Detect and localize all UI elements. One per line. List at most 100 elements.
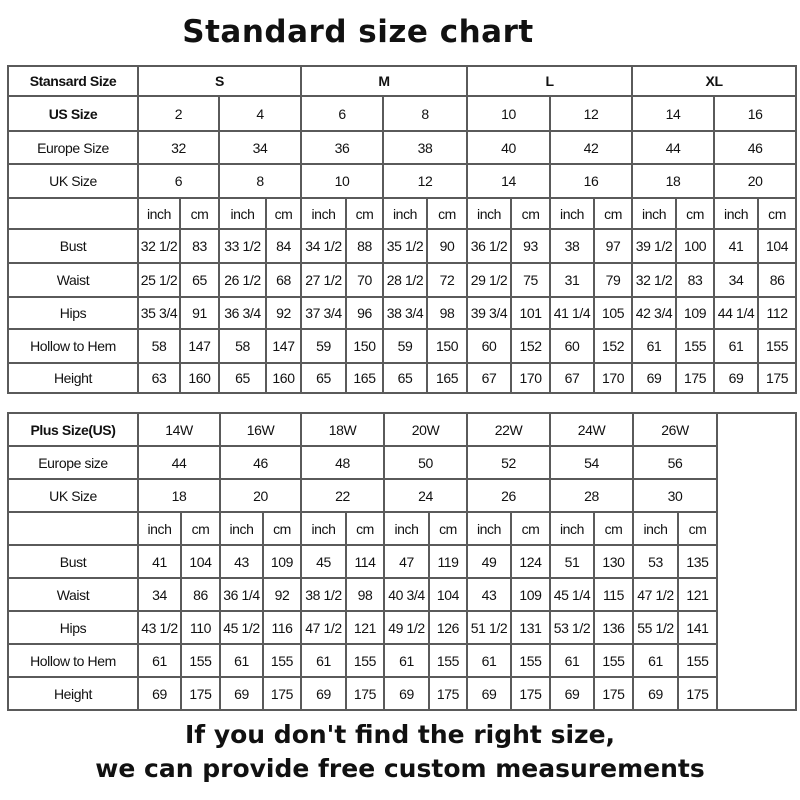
measurement-value: 63 <box>137 362 181 394</box>
measurement-value: 175 <box>593 676 634 711</box>
units-label-empty <box>7 511 139 546</box>
measurement-row-height: Height 63 160 65 160 65 165 65 165 67 170 67 170 69 17… <box>7 362 798 394</box>
uk-size-value: 16 <box>549 163 634 199</box>
unit-inch: inch <box>466 511 512 546</box>
measurement-value: 135 <box>677 544 718 579</box>
measurement-value: 32 1/2 <box>631 262 678 298</box>
plus-measurement-row-hollow-to-hem: Hollow to Hem 61 155 61 155 61 155 61 155 61 155 61… <box>7 643 796 678</box>
measurement-value: 51 <box>549 544 595 579</box>
plus-europe-size-row: Europe size 44 46 48 50 52 54 56 <box>7 445 796 480</box>
measurement-value: 155 <box>757 328 798 364</box>
unit-cm: cm <box>510 511 551 546</box>
measurement-value: 59 <box>300 328 348 364</box>
measurement-value: 170 <box>593 362 634 394</box>
measurement-value: 60 <box>466 328 513 364</box>
measurement-value: 67 <box>549 362 596 394</box>
unit-cm: cm <box>345 511 385 546</box>
europe-size-value: 40 <box>466 130 552 165</box>
measurement-value: 51 1/2 <box>466 610 512 645</box>
measurement-value: 90 <box>426 228 469 264</box>
us-size-value: 6 <box>300 95 385 132</box>
measurement-value: 43 <box>466 577 512 612</box>
measurement-value: 104 <box>180 544 221 579</box>
measurement-value: 41 <box>137 544 182 579</box>
measurement-value: 39 3/4 <box>466 296 513 330</box>
plus-us-size-value: 14W <box>137 412 221 447</box>
uk-size-value: 8 <box>217 163 303 199</box>
plus-measurement-row-waist: Waist 34 86 36 1/4 92 38 1/2 98 40 3/4 104 43 109 4… <box>7 577 796 612</box>
us-size-value: 4 <box>217 95 303 132</box>
header-row: Stansard Size S M L XL <box>7 65 798 97</box>
measurement-value: 69 <box>466 676 512 711</box>
measurement-value: 44 1/4 <box>713 296 760 330</box>
plus-uk-size-value: 18 <box>137 478 221 513</box>
measurement-value: 175 <box>428 676 468 711</box>
measurement-label: Bust <box>7 544 139 579</box>
plus-measurement-row-height: Height 69 175 69 175 69 175 69 175 69 175 69 175 69 17… <box>7 676 796 711</box>
measurement-value: 61 <box>300 643 347 678</box>
unit-cm: cm <box>262 511 302 546</box>
measurement-row-waist: Waist 25 1/2 65 26 1/2 68 27 1/2 70 28 1/2 72 29 … <box>7 262 798 298</box>
measurement-label: Hollow to Hem <box>7 328 139 364</box>
measurement-value: 98 <box>426 296 469 330</box>
europe-size-value: 36 <box>300 130 385 165</box>
measurement-value: 109 <box>262 544 302 579</box>
europe-size-label: Europe Size <box>7 130 139 165</box>
measurement-value: 155 <box>510 643 551 678</box>
measurement-value: 141 <box>677 610 718 645</box>
size-group-xl: XL <box>631 65 798 97</box>
measurement-value: 72 <box>426 262 469 298</box>
unit-cm: cm <box>428 511 468 546</box>
measurement-value: 45 1/4 <box>549 577 595 612</box>
measurement-value: 175 <box>345 676 385 711</box>
unit-inch: inch <box>300 197 348 230</box>
measurement-value: 61 <box>631 328 678 364</box>
measurement-value: 70 <box>345 262 385 298</box>
measurement-value: 155 <box>675 328 716 364</box>
measurement-value: 79 <box>593 262 634 298</box>
measurement-value: 61 <box>466 643 512 678</box>
measurement-value: 38 1/2 <box>300 577 347 612</box>
measurement-value: 150 <box>345 328 385 364</box>
units-label-empty <box>7 197 139 230</box>
plus-size-table: Plus Size(US) 14W 16W 18W 20W 22W 24W 26W Europe… <box>7 412 797 711</box>
measurement-value: 175 <box>262 676 302 711</box>
measurement-label: Hips <box>7 296 139 330</box>
europe-size-value: 34 <box>217 130 303 165</box>
measurement-value: 96 <box>345 296 385 330</box>
measurement-value: 36 1/2 <box>466 228 513 264</box>
plus-uk-size-value: 20 <box>219 478 302 513</box>
size-group-s: S <box>136 65 303 97</box>
europe-size-value: 38 <box>382 130 469 165</box>
us-size-value: 16 <box>713 95 798 132</box>
plus-uk-size-value: 24 <box>383 478 468 513</box>
unit-cm: cm <box>675 197 716 230</box>
measurement-value: 175 <box>510 676 551 711</box>
measurement-value: 41 1/4 <box>549 296 596 330</box>
us-size-value: 2 <box>137 95 220 132</box>
measurement-value: 152 <box>510 328 552 364</box>
measurement-value: 47 1/2 <box>300 610 347 645</box>
unit-inch: inch <box>549 197 596 230</box>
uk-size-value: 18 <box>631 163 716 199</box>
unit-cm: cm <box>510 197 552 230</box>
measurement-value: 150 <box>426 328 469 364</box>
unit-cm: cm <box>426 197 469 230</box>
measurement-row-hips: Hips 35 3/4 91 36 3/4 92 37 3/4 96 38 3/4 98 39 3… <box>7 296 798 330</box>
measurement-value: 86 <box>757 262 798 298</box>
measurement-value: 41 <box>713 228 760 264</box>
plus-europe-size-label: Europe size <box>7 445 139 480</box>
measurement-value: 53 1/2 <box>549 610 595 645</box>
uk-size-value: 12 <box>382 163 469 199</box>
measurement-value: 58 <box>218 328 267 364</box>
measurement-value: 175 <box>757 362 798 394</box>
measurement-value: 25 1/2 <box>137 262 181 298</box>
measurement-value: 160 <box>264 362 303 394</box>
unit-inch: inch <box>219 511 264 546</box>
measurement-value: 155 <box>345 643 385 678</box>
measurement-value: 109 <box>510 577 551 612</box>
measurement-value: 61 <box>632 643 679 678</box>
unit-inch: inch <box>137 197 181 230</box>
measurement-value: 91 <box>179 296 220 330</box>
measurement-value: 69 <box>631 362 678 394</box>
